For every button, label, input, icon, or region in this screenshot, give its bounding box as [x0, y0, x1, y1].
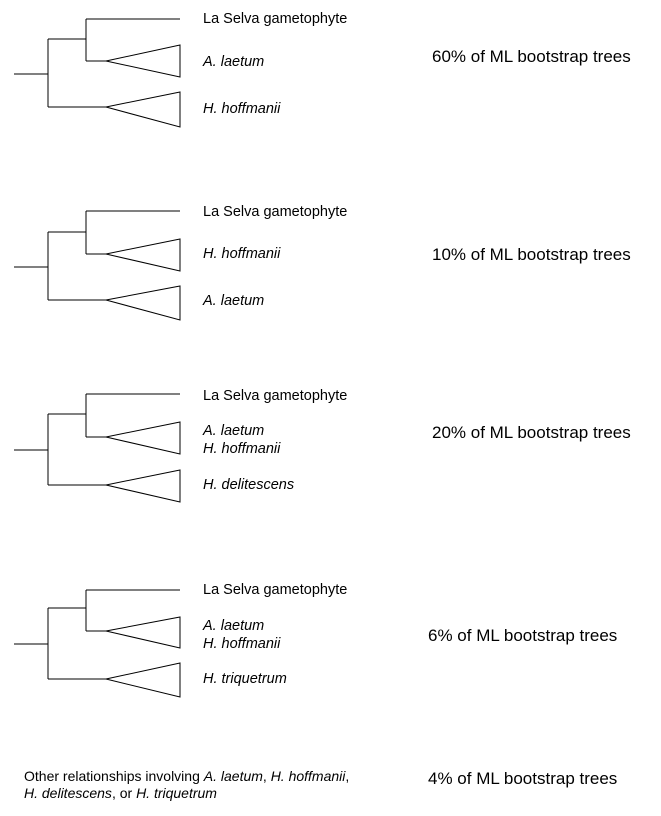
tree-1-support: 60% of ML bootstrap trees — [432, 47, 631, 66]
tree-4-tip-label: La Selva gametophyte — [203, 582, 348, 598]
tree-2-outer-clade-triangle — [105, 285, 181, 321]
other-taxon-1: A. laetum — [203, 768, 263, 784]
tree-1-tip-label: La Selva gametophyte — [203, 11, 348, 27]
other-relationships-text: Other relationships involving A. laetum,… — [24, 768, 349, 802]
tree-3-sister-clade-triangle — [105, 421, 181, 455]
tree-3-outer-clade-label: H. delitescens — [203, 477, 295, 493]
other-prefix: Other relationships involving — [24, 768, 204, 784]
tree-3-tip-label: La Selva gametophyte — [203, 388, 348, 404]
other-taxon-2: H. hoffmanii — [270, 768, 346, 784]
tree-3-sister-clade-label-2: H. hoffmanii — [203, 441, 281, 457]
other-taxon-4: H. triquetrum — [136, 785, 217, 801]
tree-2-outer-clade-label: A. laetum — [203, 293, 265, 309]
tree-3-support: 20% of ML bootstrap trees — [432, 423, 631, 442]
tree-4-sister-clade-label-1: A. laetum — [203, 618, 265, 634]
tree-3-branches — [14, 393, 181, 503]
tree-1-sister-clade-triangle — [105, 44, 181, 78]
other-sep-3: , or — [111, 785, 137, 801]
other-sep-1: , — [262, 768, 271, 784]
tree-4-branches — [14, 589, 181, 698]
tree-4-sister-clade-triangle — [105, 616, 181, 649]
tree-3-outer-clade-triangle — [105, 469, 181, 503]
tree-4-outer-clade-label: H. triquetrum — [203, 671, 287, 687]
tree-2-sister-clade-label: H. hoffmanii — [203, 246, 281, 262]
other-sep-2: , — [345, 768, 350, 784]
tree-4-sister-clade-label-2: H. hoffmanii — [203, 636, 281, 652]
other-support: 4% of ML bootstrap trees — [428, 769, 618, 788]
tree-4-outer-clade-triangle — [105, 662, 181, 698]
other-taxon-3: H. delitescens — [24, 785, 112, 801]
tree-1-outer-clade-label: H. hoffmanii — [203, 101, 281, 117]
tree-2-sister-clade-triangle — [105, 238, 181, 272]
tree-2-tip-label: La Selva gametophyte — [203, 204, 348, 220]
tree-4-support: 6% of ML bootstrap trees — [428, 626, 618, 645]
tree-1-outer-clade-triangle — [105, 91, 181, 128]
tree-3-sister-clade-label-1: A. laetum — [203, 423, 265, 439]
tree-1-sister-clade-label: A. laetum — [203, 54, 265, 70]
tree-2-branches — [14, 210, 181, 321]
tree-2-support: 10% of ML bootstrap trees — [432, 245, 631, 264]
tree-1-branches — [14, 18, 181, 128]
